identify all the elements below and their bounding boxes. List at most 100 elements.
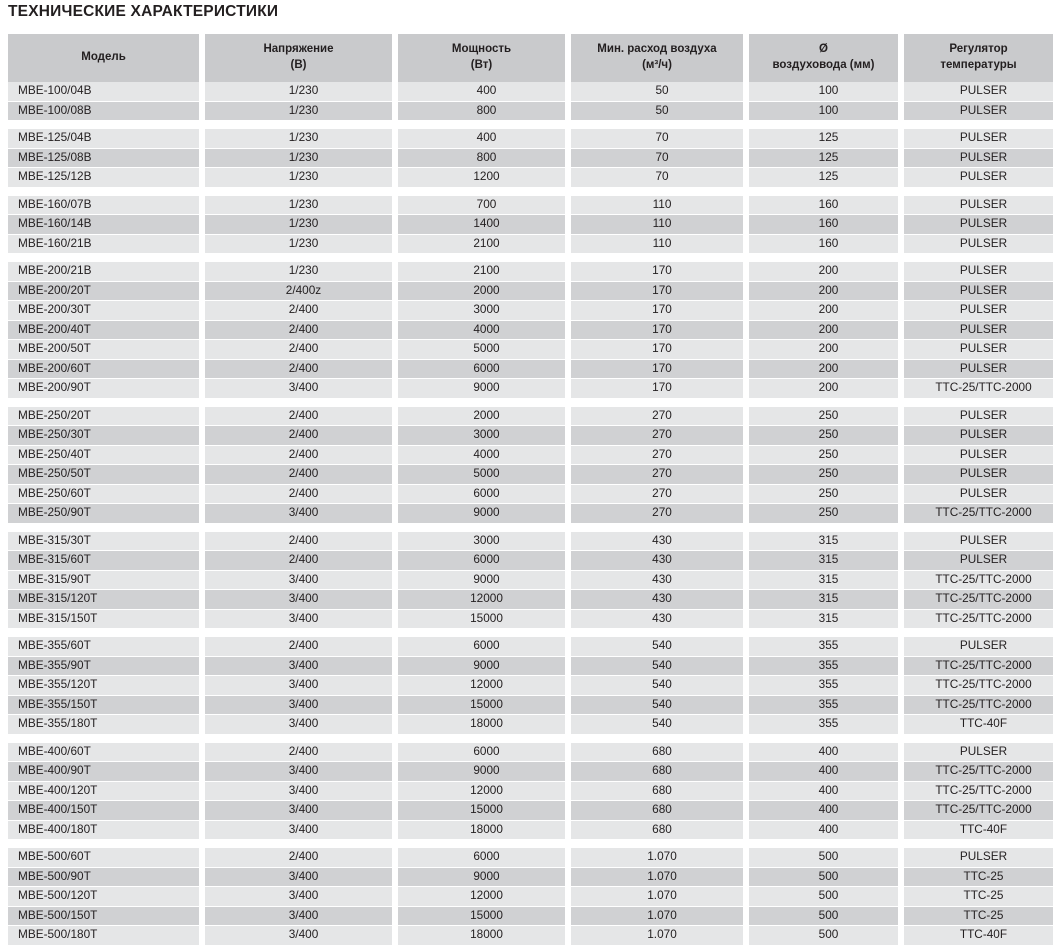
cell-reg: PULSER xyxy=(904,426,1053,446)
cell-reg: PULSER xyxy=(904,551,1053,571)
cell-duct: 500 xyxy=(749,926,904,946)
cell-reg: TTC-25/TTC-2000 xyxy=(904,570,1053,590)
cell-airflow: 540 xyxy=(571,715,749,735)
column-header-power: Мощность (Вт) xyxy=(398,34,571,82)
spec-sheet-page: ТЕХНИЧЕСКИЕ ХАРАКТЕРИСТИКИ Модель Напряже… xyxy=(8,3,1053,946)
cell-airflow: 170 xyxy=(571,301,749,321)
cell-duct: 400 xyxy=(749,820,904,840)
cell-airflow: 430 xyxy=(571,531,749,551)
cell-voltage: 3/400 xyxy=(205,656,398,676)
group-separator-cell xyxy=(8,398,1053,407)
cell-airflow: 170 xyxy=(571,379,749,399)
cell-airflow: 680 xyxy=(571,820,749,840)
cell-duct: 250 xyxy=(749,406,904,426)
table-row: MBE-250/50T 2/400 5000 270 250 PULSER xyxy=(8,465,1053,485)
cell-model: MBE-500/90T xyxy=(8,867,205,887)
cell-duct: 160 xyxy=(749,195,904,215)
cell-duct: 500 xyxy=(749,887,904,907)
column-header-line1: Мин. расход воздуха xyxy=(597,43,717,56)
group-separator xyxy=(8,734,1053,743)
cell-reg: PULSER xyxy=(904,281,1053,301)
cell-power: 6000 xyxy=(398,551,571,571)
cell-airflow: 270 xyxy=(571,504,749,524)
cell-power: 9000 xyxy=(398,656,571,676)
cell-airflow: 680 xyxy=(571,742,749,762)
cell-power: 6000 xyxy=(398,359,571,379)
cell-voltage: 1/230 xyxy=(205,262,398,282)
cell-reg: TTC-25/TTC-2000 xyxy=(904,590,1053,610)
cell-voltage: 3/400 xyxy=(205,762,398,782)
cell-voltage: 3/400 xyxy=(205,609,398,629)
cell-reg: TTC-25 xyxy=(904,867,1053,887)
cell-voltage: 3/400 xyxy=(205,926,398,946)
cell-reg: PULSER xyxy=(904,484,1053,504)
cell-power: 1200 xyxy=(398,168,571,188)
cell-voltage: 3/400 xyxy=(205,590,398,610)
cell-duct: 200 xyxy=(749,359,904,379)
group-separator-cell xyxy=(8,734,1053,743)
cell-power: 9000 xyxy=(398,379,571,399)
cell-power: 400 xyxy=(398,82,571,102)
cell-reg: PULSER xyxy=(904,262,1053,282)
cell-airflow: 270 xyxy=(571,426,749,446)
cell-power: 12000 xyxy=(398,887,571,907)
cell-power: 9000 xyxy=(398,570,571,590)
cell-voltage: 2/400 xyxy=(205,426,398,446)
cell-duct: 200 xyxy=(749,281,904,301)
column-header-reg: Регулятор температуры xyxy=(904,34,1053,82)
table-row: MBE-355/120T 3/400 12000 540 355 TTC-25/TTC-2… xyxy=(8,676,1053,696)
cell-voltage: 2/400 xyxy=(205,848,398,868)
cell-duct: 160 xyxy=(749,215,904,235)
cell-voltage: 3/400 xyxy=(205,570,398,590)
cell-airflow: 170 xyxy=(571,320,749,340)
cell-duct: 315 xyxy=(749,551,904,571)
cell-voltage: 3/400 xyxy=(205,676,398,696)
table-row: MBE-250/90T 3/400 9000 270 250 TTC-25/TTC-200… xyxy=(8,504,1053,524)
cell-power: 700 xyxy=(398,195,571,215)
table-row: MBE-500/180T 3/400 18000 1.070 500 TTC-40F xyxy=(8,926,1053,946)
cell-airflow: 110 xyxy=(571,234,749,254)
table-row: MBE-100/04B 1/230 400 50 100 PULSER xyxy=(8,82,1053,102)
cell-model: MBE-400/120T xyxy=(8,781,205,801)
group-separator xyxy=(8,398,1053,407)
cell-airflow: 540 xyxy=(571,676,749,696)
cell-voltage: 1/230 xyxy=(205,215,398,235)
table-row: MBE-125/08B 1/230 800 70 125 PULSER xyxy=(8,148,1053,168)
cell-power: 9000 xyxy=(398,867,571,887)
cell-airflow: 70 xyxy=(571,129,749,149)
cell-airflow: 1.070 xyxy=(571,906,749,926)
cell-power: 2100 xyxy=(398,262,571,282)
cell-duct: 400 xyxy=(749,801,904,821)
cell-duct: 500 xyxy=(749,848,904,868)
cell-model: MBE-200/30T xyxy=(8,301,205,321)
cell-power: 18000 xyxy=(398,820,571,840)
cell-airflow: 70 xyxy=(571,168,749,188)
cell-model: MBE-160/07B xyxy=(8,195,205,215)
table-row: MBE-500/150T 3/400 15000 1.070 500 TTC-25 xyxy=(8,906,1053,926)
cell-reg: PULSER xyxy=(904,406,1053,426)
column-header-voltage: Напряжение (В) xyxy=(205,34,398,82)
table-row: MBE-200/60T 2/400 6000 170 200 PULSER xyxy=(8,359,1053,379)
cell-model: MBE-500/120T xyxy=(8,887,205,907)
cell-duct: 125 xyxy=(749,168,904,188)
cell-model: MBE-200/90T xyxy=(8,379,205,399)
cell-model: MBE-100/08B xyxy=(8,101,205,121)
cell-power: 6000 xyxy=(398,848,571,868)
cell-duct: 100 xyxy=(749,101,904,121)
cell-model: MBE-100/04B xyxy=(8,82,205,102)
cell-power: 3000 xyxy=(398,426,571,446)
group-separator-cell xyxy=(8,523,1053,532)
cell-airflow: 50 xyxy=(571,82,749,102)
cell-power: 15000 xyxy=(398,695,571,715)
cell-duct: 315 xyxy=(749,609,904,629)
cell-voltage: 2/400 xyxy=(205,340,398,360)
cell-power: 15000 xyxy=(398,609,571,629)
group-separator xyxy=(8,254,1053,262)
cell-airflow: 1.070 xyxy=(571,848,749,868)
page-title: ТЕХНИЧЕСКИЕ ХАРАКТЕРИСТИКИ xyxy=(8,3,279,20)
cell-model: MBE-355/150T xyxy=(8,695,205,715)
cell-power: 9000 xyxy=(398,762,571,782)
cell-duct: 355 xyxy=(749,637,904,657)
table-row: MBE-315/90T 3/400 9000 430 315 TTC-25/TTC-200… xyxy=(8,570,1053,590)
cell-duct: 250 xyxy=(749,465,904,485)
